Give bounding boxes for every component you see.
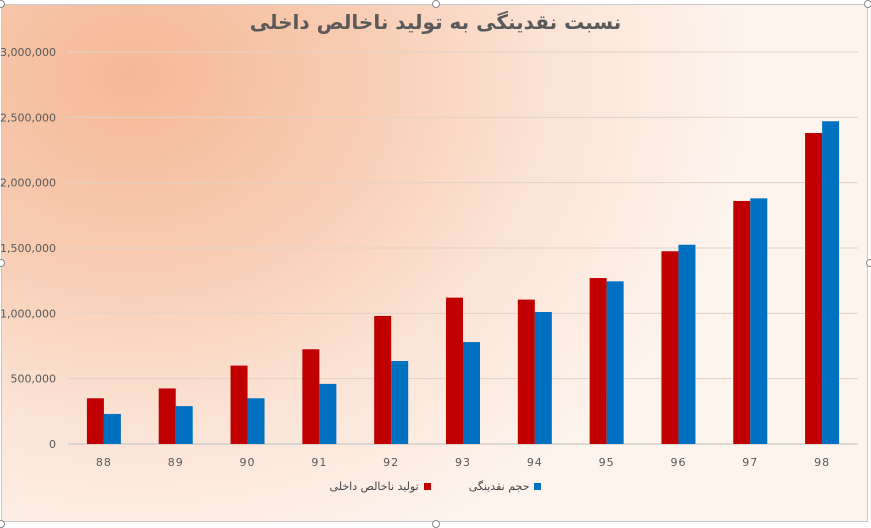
x-tick-label: 89: [168, 456, 184, 469]
x-tick-label: 88: [96, 456, 112, 469]
bar-series-1-89: [158, 388, 176, 444]
bar-series-2-90: [247, 398, 265, 444]
bar-series-2-96: [678, 244, 696, 444]
x-tick-label: 91: [311, 456, 327, 469]
bar-series-2-93: [463, 342, 480, 444]
legend-item-series-1[interactable]: تولید ناخالص داخلی: [330, 480, 431, 493]
y-tick-label: 1,500,000: [0, 242, 56, 255]
legend-swatch-series-1: [423, 483, 431, 490]
bar-series-2-95: [606, 281, 624, 444]
y-tick-label: 500,000: [11, 373, 57, 386]
x-tick-label: 97: [742, 456, 758, 469]
legend-label-series-2: حجم نقدینگی: [468, 480, 530, 493]
resize-handle-top-right[interactable]: [864, 0, 871, 8]
bar-series-1-93: [446, 297, 463, 444]
x-tick-label: 93: [455, 456, 471, 469]
bar-series-1-98: [805, 133, 823, 444]
bar-series-1-92: [374, 315, 392, 444]
resize-handle-middle-left[interactable]: [0, 259, 5, 267]
x-tick-label: 98: [814, 456, 830, 469]
bar-series-1-91: [302, 349, 320, 444]
bar-series-2-89: [175, 406, 193, 444]
legend-item-series-2[interactable]: حجم نقدینگی: [469, 480, 542, 493]
bar-series-2-97: [750, 198, 768, 444]
y-tick-label: 2,000,000: [0, 177, 56, 190]
bar-series-2-92: [391, 361, 409, 444]
bar-series-2-88: [103, 413, 121, 444]
x-tick-label: 90: [240, 456, 256, 469]
resize-handle-top-left[interactable]: [0, 0, 5, 8]
y-tick-label: 2,500,000: [0, 111, 56, 124]
legend-label-series-1: تولید ناخالص داخلی: [329, 480, 419, 493]
x-tick-label: 96: [670, 456, 686, 469]
x-tick-label: 92: [383, 456, 399, 469]
legend-swatch-series-2: [534, 483, 542, 490]
legend[interactable]: تولید ناخالص داخلی حجم نقدینگی: [0, 480, 871, 493]
bar-series-1-97: [733, 200, 751, 444]
bar-series-2-91: [319, 383, 337, 444]
chart-title: نسبت نقدینگی به تولید ناخالص داخلی: [249, 10, 622, 34]
resize-handle-middle-right[interactable]: [866, 259, 871, 267]
x-tick-label: 95: [599, 456, 615, 469]
bar-series-1-94: [517, 299, 535, 444]
y-tick-label: 0: [49, 438, 56, 451]
bar-series-2-94: [534, 312, 552, 444]
bar-series-1-88: [86, 398, 104, 444]
y-tick-label: 3,000,000: [0, 46, 56, 59]
bar-series-2-98: [822, 121, 840, 445]
chart-area[interactable]: [1, 4, 868, 522]
bar-series-1-95: [589, 278, 607, 444]
y-tick-label: 1,000,000: [0, 307, 56, 320]
x-tick-label: 94: [527, 456, 543, 469]
bar-series-1-90: [230, 365, 248, 444]
bar-series-1-96: [661, 251, 679, 444]
resize-handle-top-center[interactable]: [432, 0, 440, 8]
